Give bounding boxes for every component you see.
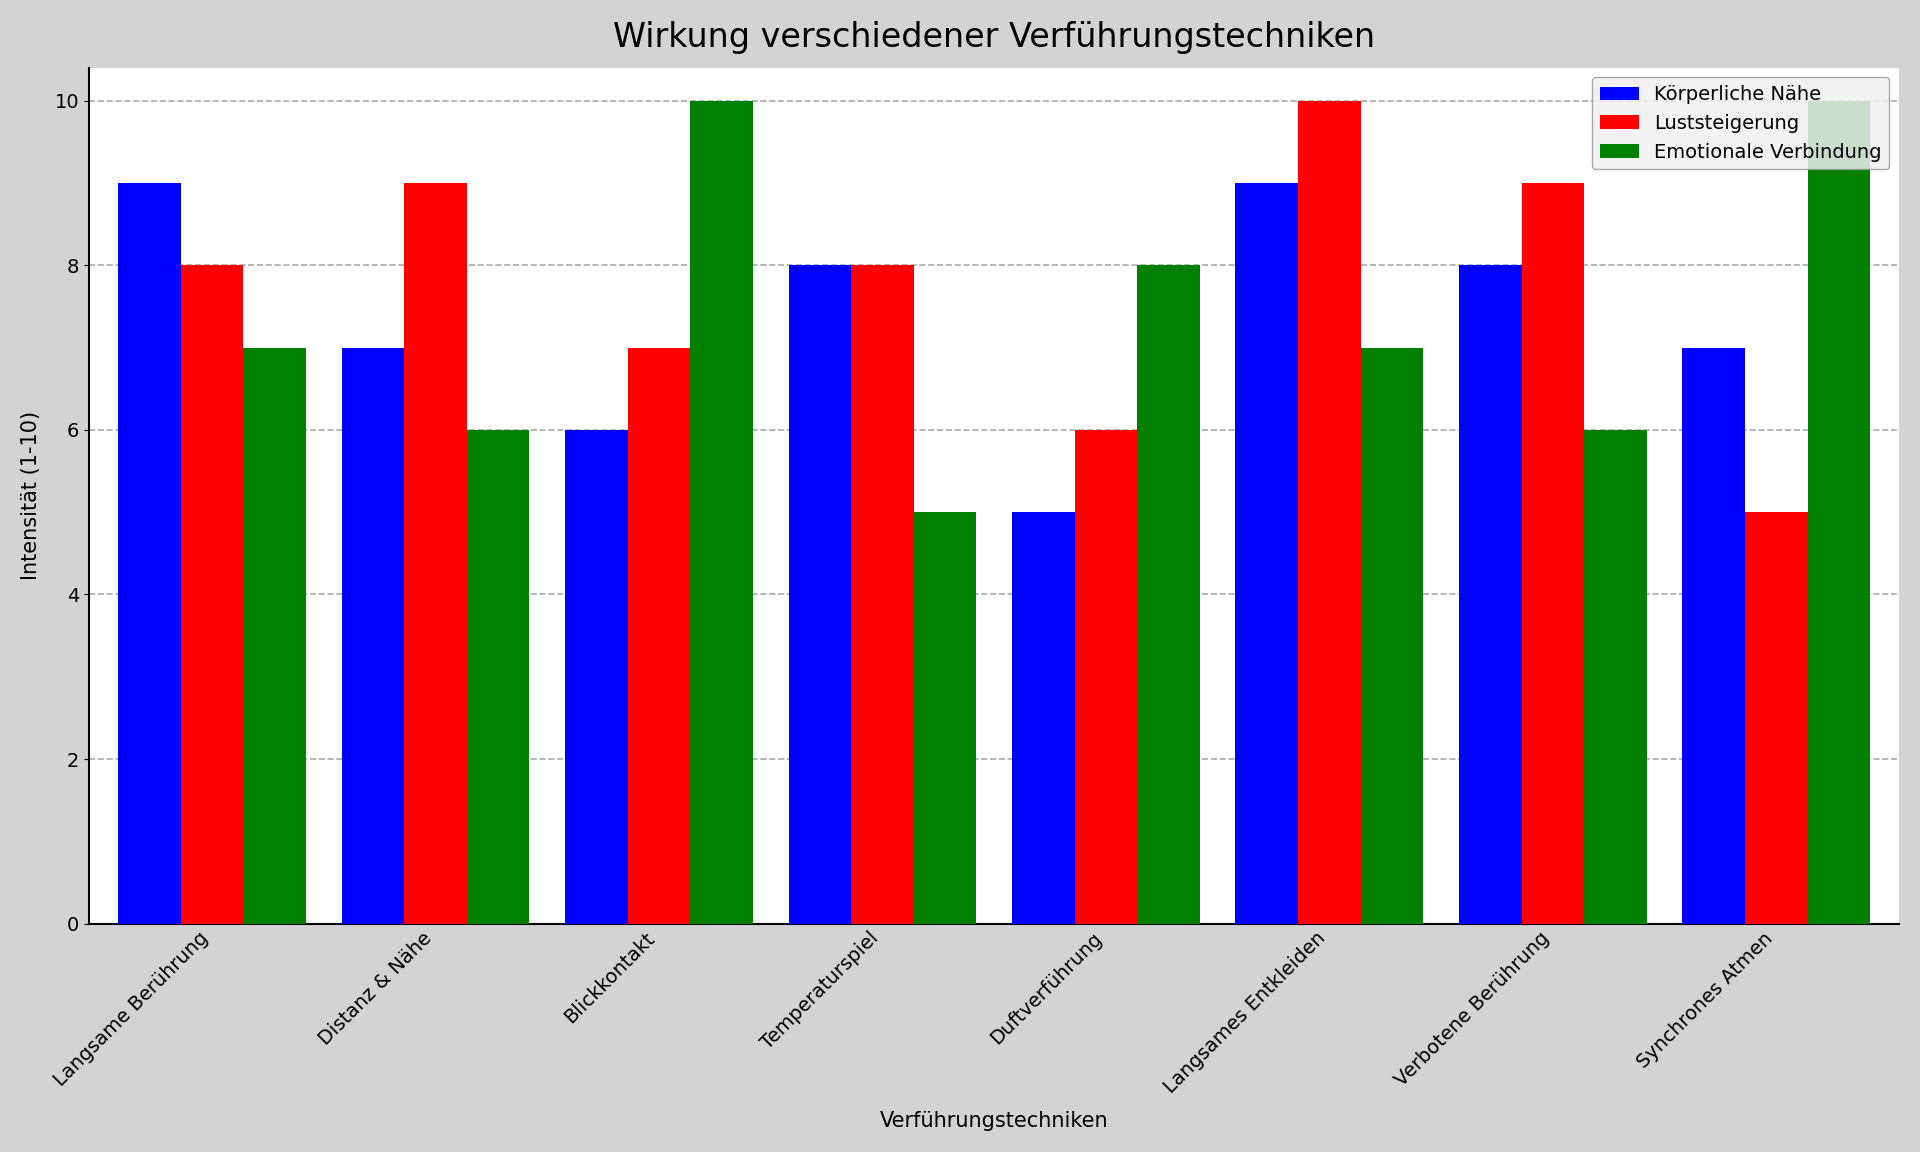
Bar xyxy=(1298,100,1361,924)
Bar xyxy=(342,348,405,924)
Bar xyxy=(689,100,753,924)
Bar xyxy=(1745,513,1807,924)
Bar xyxy=(1584,430,1647,924)
Bar xyxy=(1361,348,1423,924)
Bar xyxy=(914,513,975,924)
Bar xyxy=(1682,348,1745,924)
Bar xyxy=(1075,430,1137,924)
Bar xyxy=(789,265,851,924)
Bar xyxy=(1807,100,1870,924)
Bar xyxy=(467,430,530,924)
Bar xyxy=(564,430,628,924)
Bar xyxy=(1012,513,1075,924)
Bar xyxy=(1235,183,1298,924)
X-axis label: Verführungstechniken: Verführungstechniken xyxy=(879,1112,1108,1131)
Bar xyxy=(1521,183,1584,924)
Bar xyxy=(244,348,305,924)
Bar xyxy=(119,183,180,924)
Legend: Körperliche Nähe, Luststeigerung, Emotionale Verbindung: Körperliche Nähe, Luststeigerung, Emotio… xyxy=(1592,77,1889,169)
Bar xyxy=(180,265,244,924)
Y-axis label: Intensität (1-10): Intensität (1-10) xyxy=(21,411,40,581)
Title: Wirkung verschiedener Verführungstechniken: Wirkung verschiedener Verführungstechnik… xyxy=(612,21,1375,54)
Bar xyxy=(405,183,467,924)
Bar xyxy=(1137,265,1200,924)
Bar xyxy=(628,348,689,924)
Bar xyxy=(1459,265,1521,924)
Bar xyxy=(851,265,914,924)
